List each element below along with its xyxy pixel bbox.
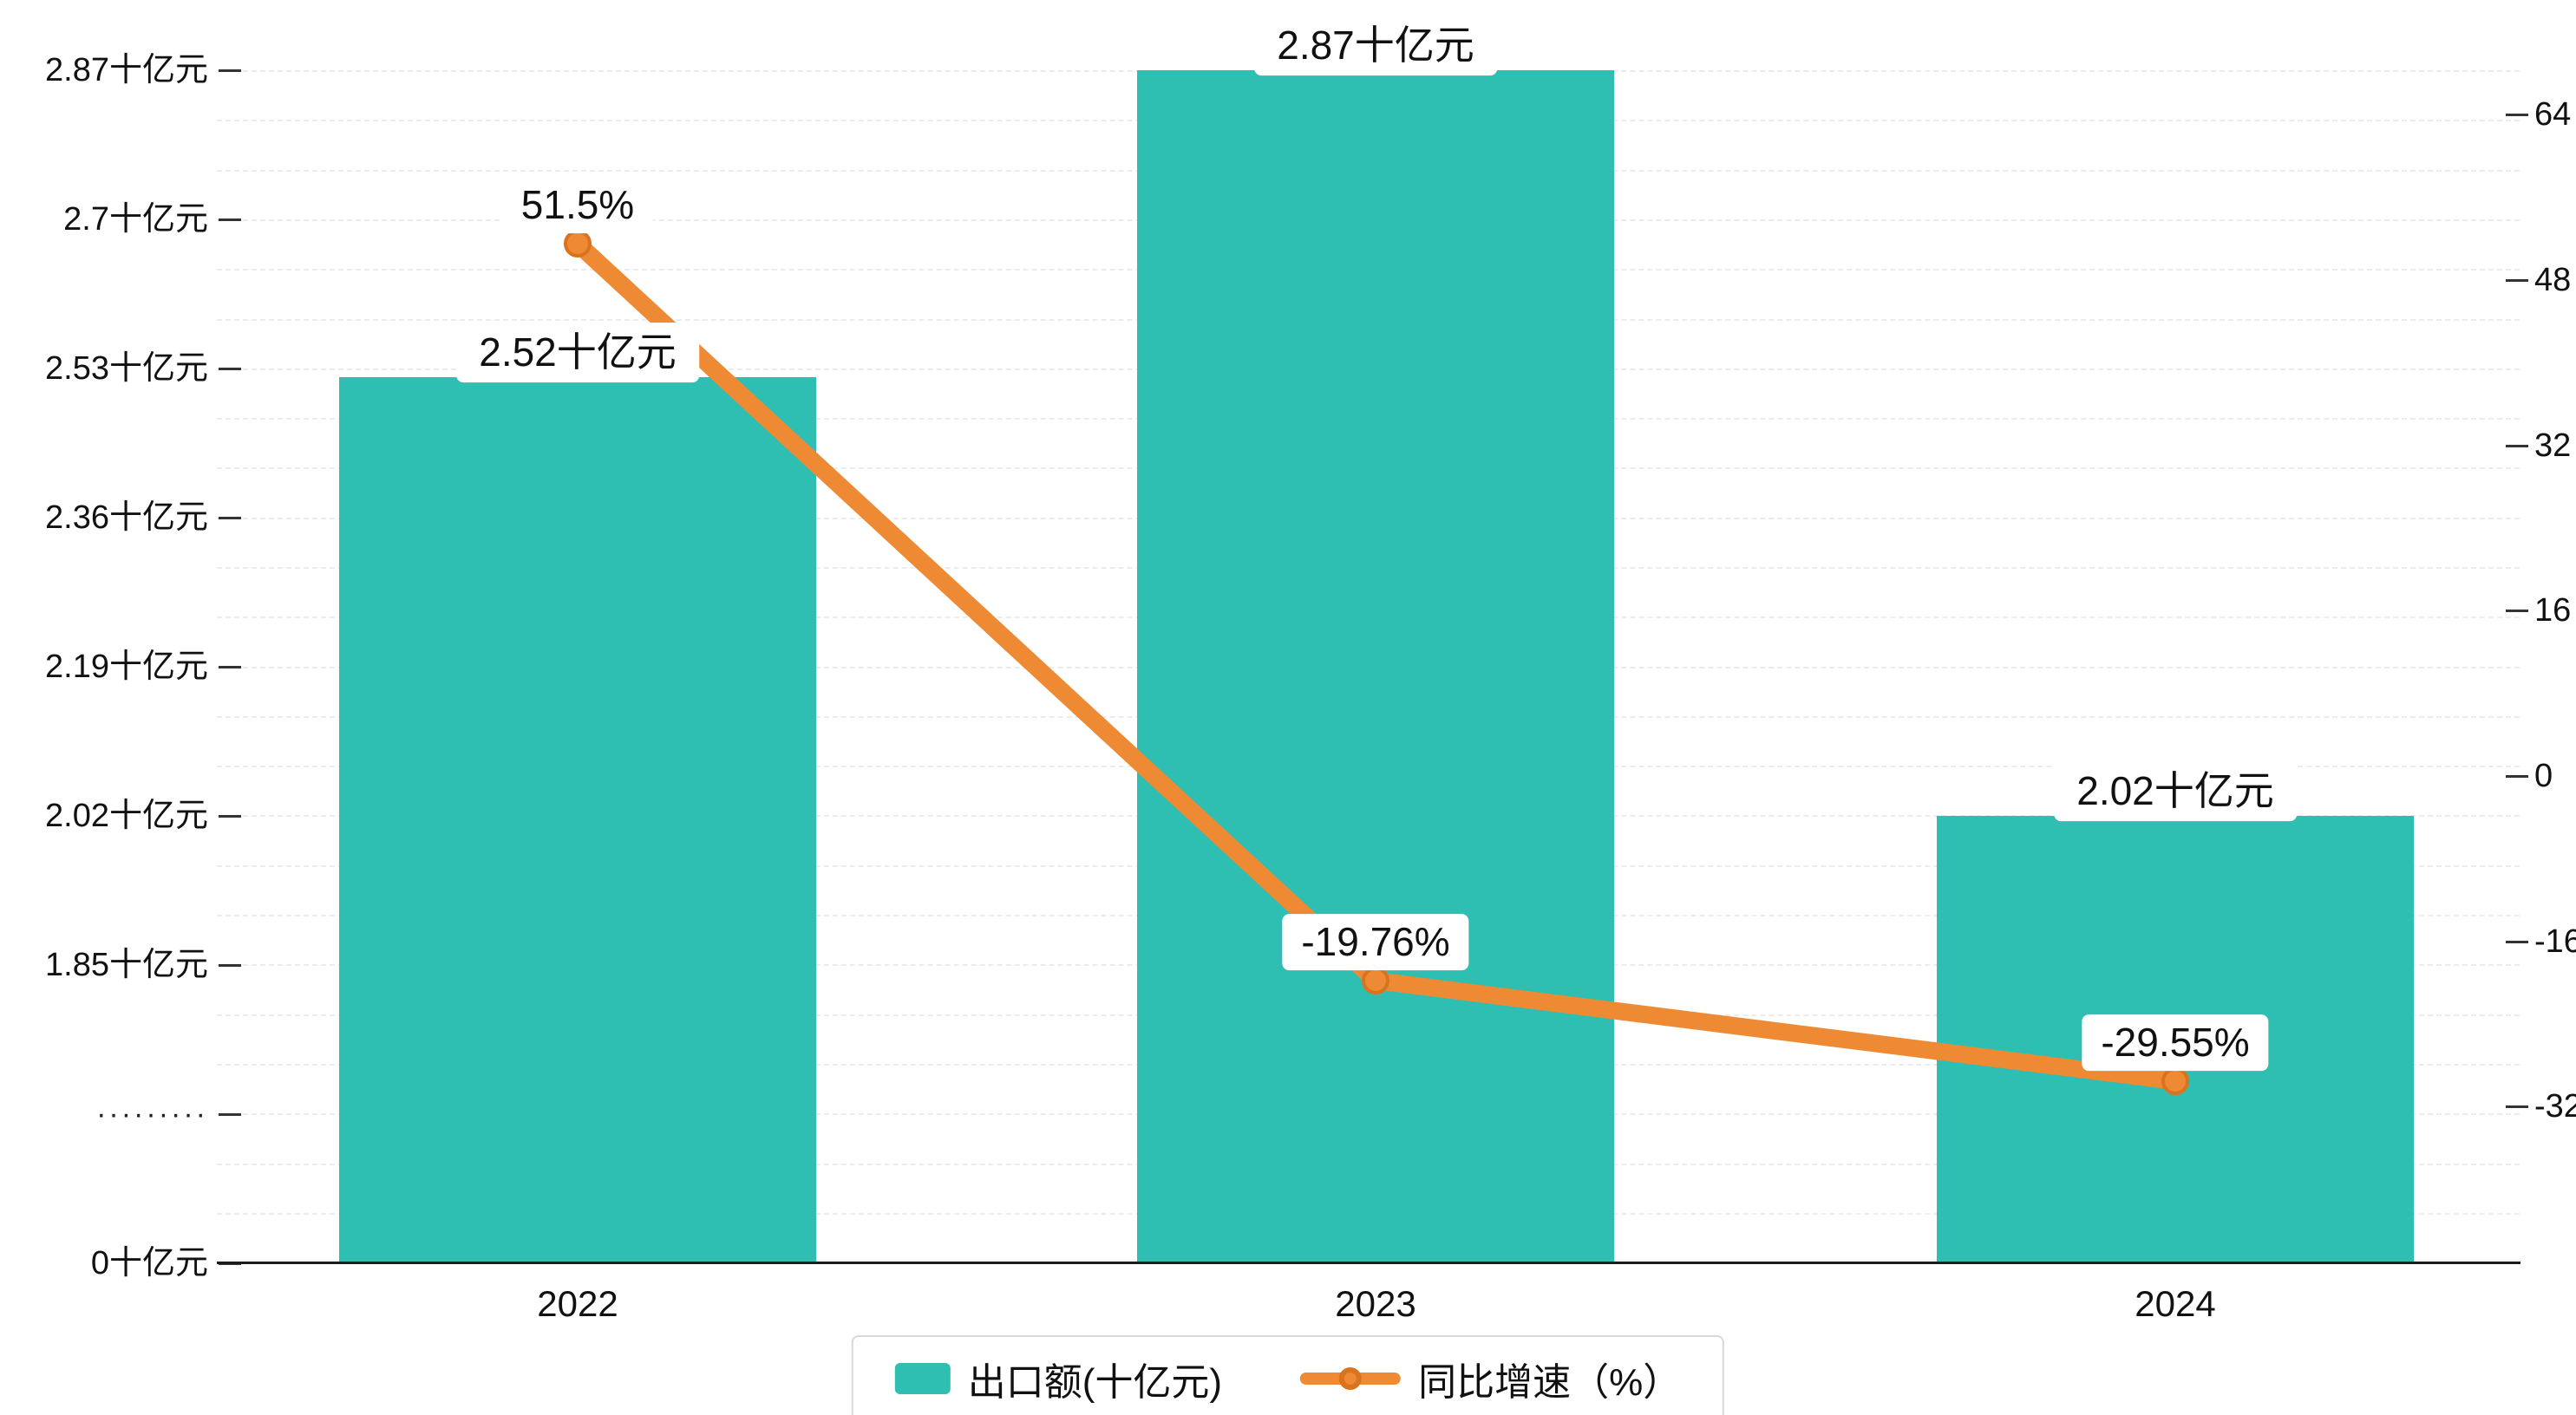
left-axis-tick bbox=[219, 666, 241, 668]
right-axis-tick bbox=[2506, 610, 2528, 613]
right-axis-tick-label: 32 bbox=[2534, 427, 2572, 464]
left-axis-tick-label: 0十亿元 bbox=[90, 1245, 208, 1281]
left-axis-tick-label: 2.7十亿元 bbox=[63, 201, 208, 238]
right-axis-tick-label: 0 bbox=[2534, 758, 2553, 794]
left-axis-tick-label: 2.02十亿元 bbox=[45, 798, 208, 834]
bar-value-label: 2.02十亿元 bbox=[2054, 761, 2297, 821]
right-axis-tick bbox=[2506, 444, 2528, 447]
right-axis-tick bbox=[2506, 940, 2528, 943]
right-axis-tick bbox=[2506, 278, 2528, 282]
x-axis-label: 2024 bbox=[2135, 1283, 2216, 1324]
x-axis-line bbox=[217, 1262, 2520, 1264]
x-axis-label: 2022 bbox=[537, 1283, 618, 1324]
legend-label-growth: 同比增速（%） bbox=[1418, 1361, 1682, 1404]
right-axis-tick bbox=[2506, 114, 2528, 117]
left-axis-tick-label: 2.36十亿元 bbox=[45, 499, 208, 536]
left-axis-tick bbox=[219, 218, 241, 221]
left-axis-tick bbox=[219, 517, 241, 519]
left-axis-tick bbox=[219, 964, 241, 967]
line-value-label: -29.55% bbox=[2082, 1014, 2269, 1071]
legend-item-export[interactable]: 出口额(十亿元) bbox=[894, 1351, 1223, 1406]
right-axis-tick-label: 64 bbox=[2534, 96, 2572, 134]
left-axis-tick-label: 1.85十亿元 bbox=[45, 947, 208, 983]
left-axis-tick bbox=[219, 1113, 241, 1116]
x-axis-label: 2023 bbox=[1335, 1283, 1416, 1324]
line-value-label: 51.5% bbox=[501, 177, 654, 233]
right-axis-tick bbox=[2506, 775, 2528, 778]
left-axis-tick bbox=[219, 368, 241, 370]
right-axis-tick-label: -32 bbox=[2534, 1088, 2576, 1125]
bar-swatch-icon bbox=[894, 1363, 951, 1394]
right-axis-tick-label: 16 bbox=[2534, 592, 2572, 629]
left-axis-tick bbox=[219, 815, 241, 818]
legend: 出口额(十亿元) 同比增速（%） bbox=[851, 1335, 1725, 1415]
left-axis-tick-label: 2.53十亿元 bbox=[45, 350, 208, 387]
left-axis-tick-label: 2.87十亿元 bbox=[45, 52, 208, 88]
right-axis-tick-label: 48 bbox=[2534, 261, 2572, 298]
legend-item-growth[interactable]: 同比增速（%） bbox=[1300, 1351, 1681, 1406]
left-axis-tick-label: 2.19十亿元 bbox=[45, 649, 208, 685]
bar-value-label: 2.87十亿元 bbox=[1254, 16, 1497, 75]
left-axis-tick-label: ········· bbox=[96, 1098, 208, 1131]
legend-label-export: 出口额(十亿元) bbox=[967, 1361, 1223, 1404]
bar-value-label: 2.52十亿元 bbox=[456, 323, 699, 383]
right-axis-tick bbox=[2506, 1105, 2528, 1109]
line-dot-icon bbox=[1300, 1367, 1402, 1390]
left-axis-tick bbox=[219, 69, 241, 72]
right-axis-tick-label: -16 bbox=[2534, 923, 2576, 960]
line-value-label: -19.76% bbox=[1282, 914, 1469, 970]
